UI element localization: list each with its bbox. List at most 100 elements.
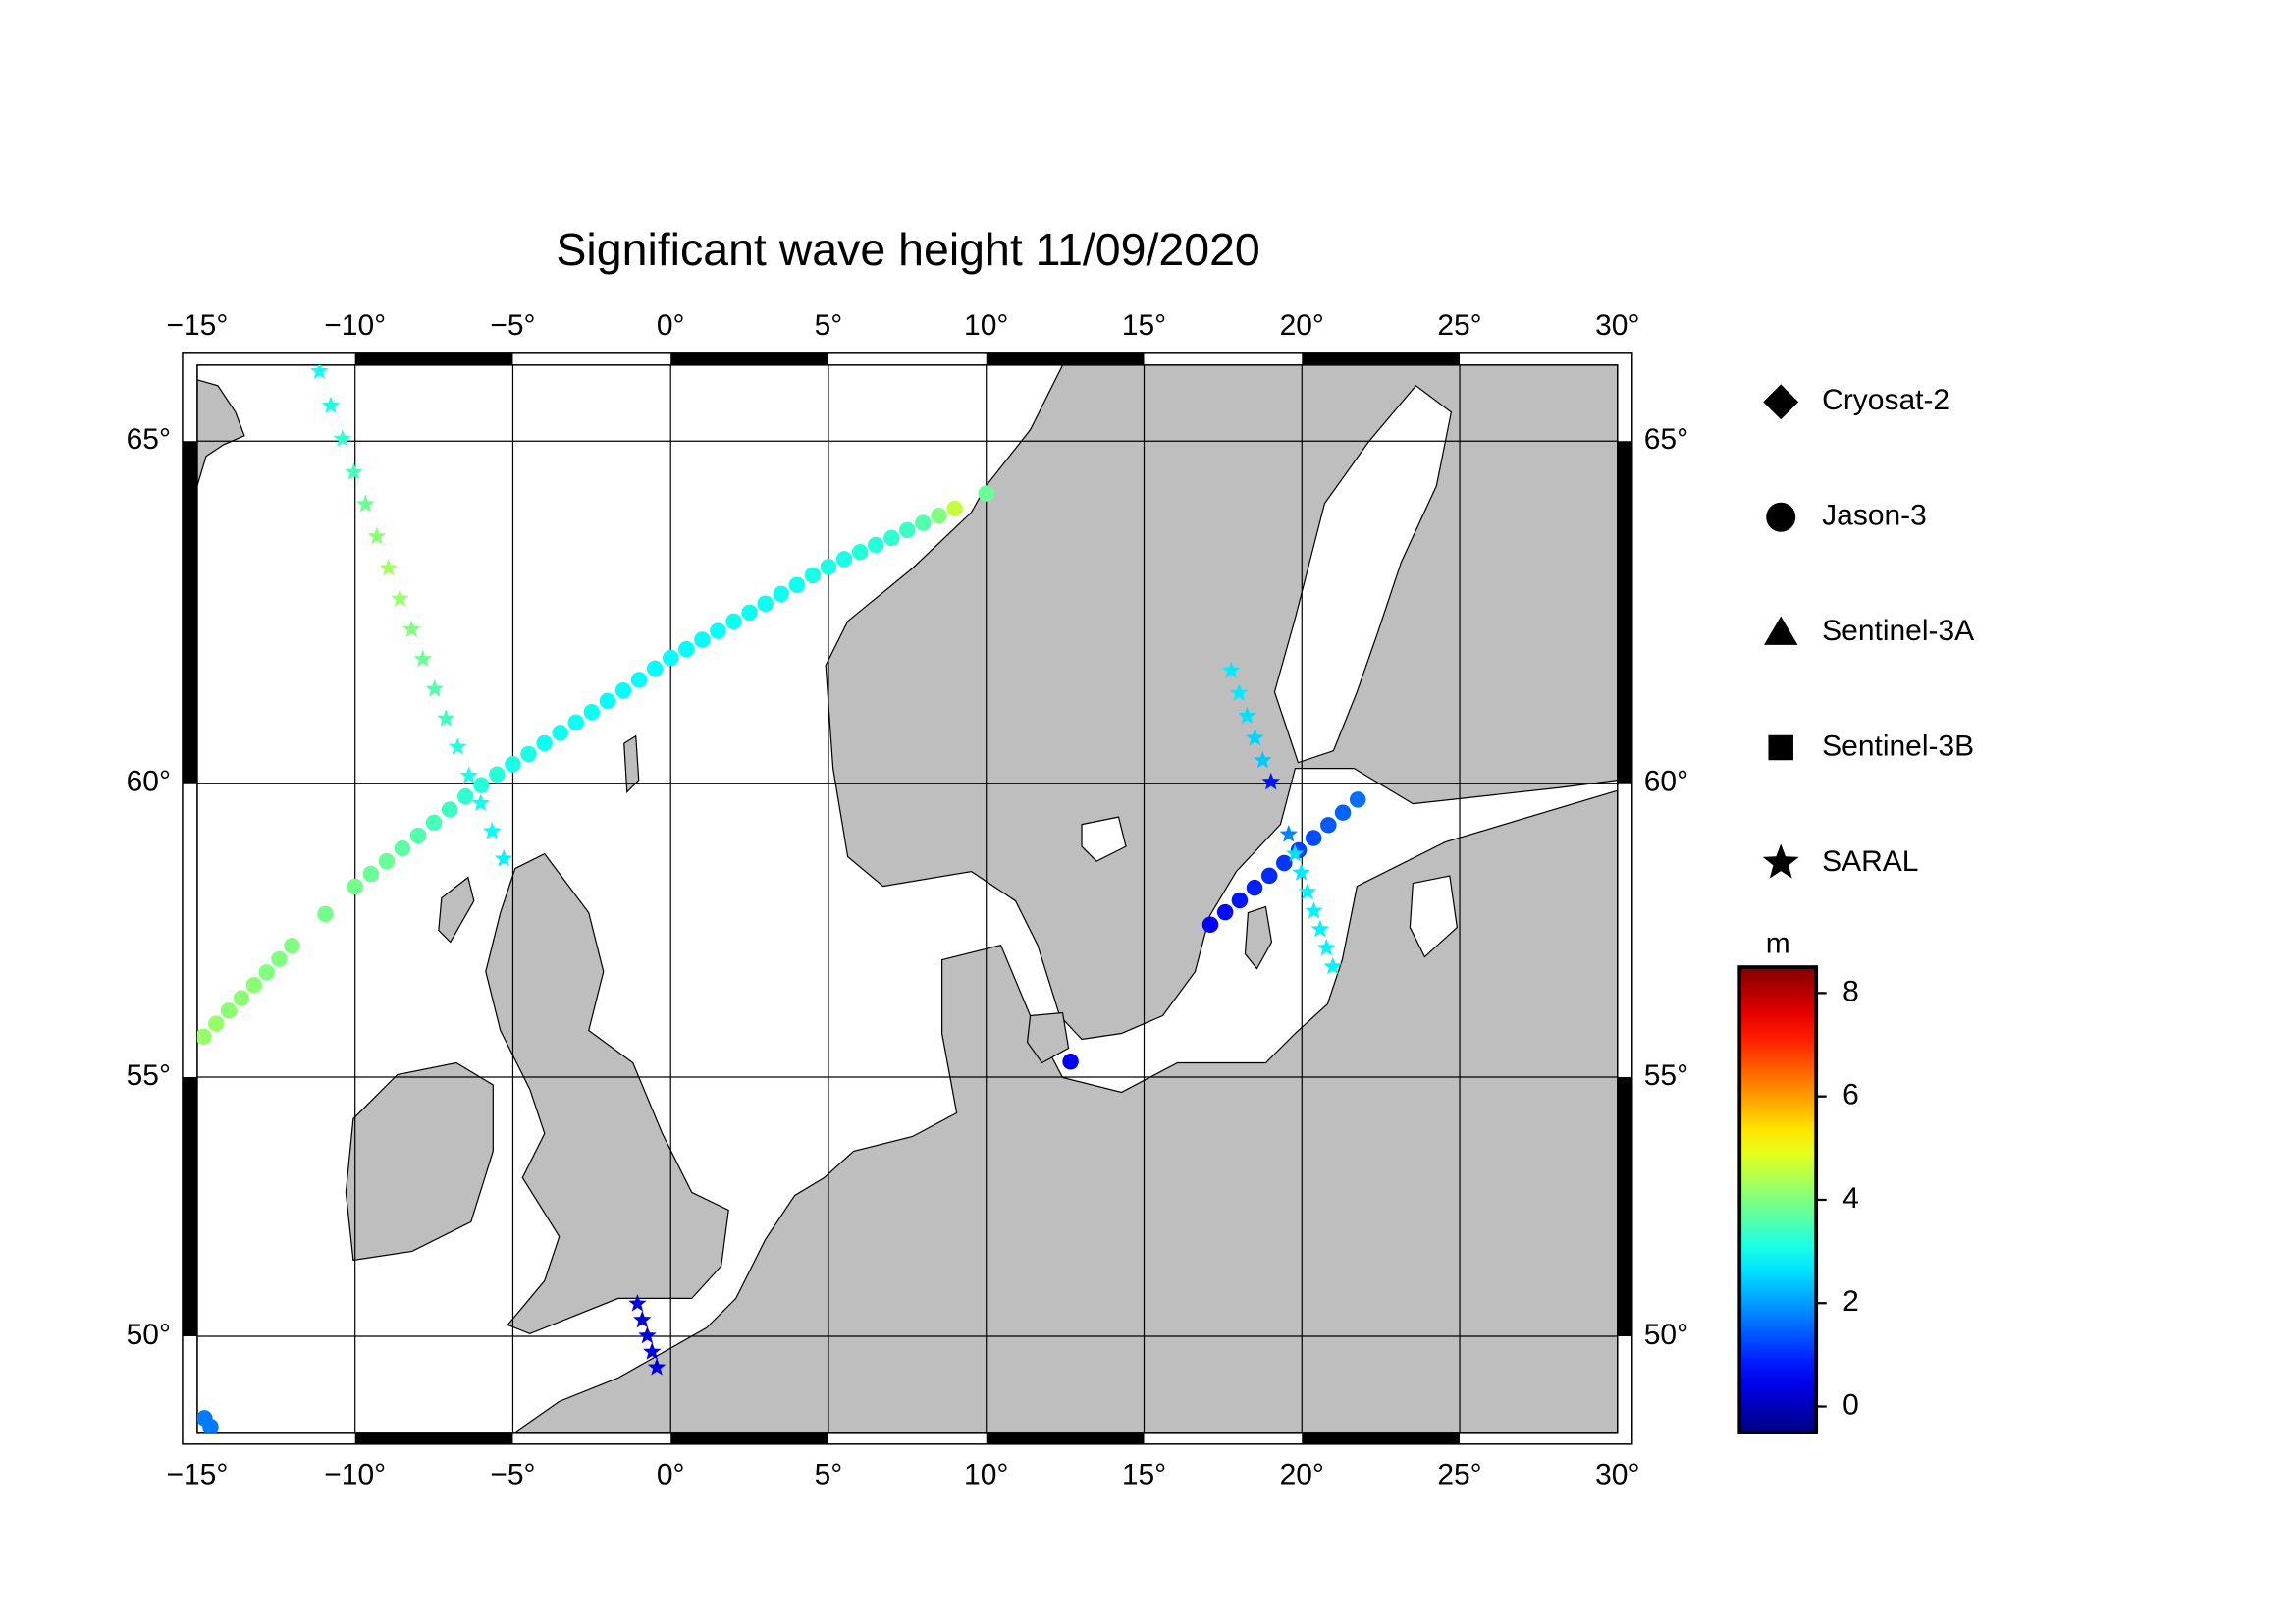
track-point xyxy=(489,766,506,783)
track-point xyxy=(642,1342,662,1360)
track-point xyxy=(946,500,963,517)
frame-bar xyxy=(986,1432,1145,1444)
track-point xyxy=(536,734,553,752)
land-great-britain xyxy=(485,852,729,1335)
track-point xyxy=(1238,706,1256,725)
track-point xyxy=(867,536,884,554)
track-point xyxy=(978,485,994,502)
x-tick-label-bottom: −10° xyxy=(324,1459,386,1491)
x-tick-label-top: 15° xyxy=(1122,309,1166,342)
frame-bar xyxy=(354,1432,513,1444)
legend-marker xyxy=(1763,616,1798,645)
track-point xyxy=(1246,728,1264,746)
legend-label: Cryosat-2 xyxy=(1822,384,1949,416)
frame-bar xyxy=(670,352,828,365)
track-point xyxy=(1254,750,1272,769)
frame-inner xyxy=(196,364,1619,1434)
y-tick-label-left: 65° xyxy=(127,423,171,456)
x-tick-label-bottom: −5° xyxy=(490,1459,535,1491)
land-continent xyxy=(513,789,1618,1433)
land-shetland xyxy=(623,734,640,794)
track-point xyxy=(931,508,947,524)
legend-marker xyxy=(1768,734,1793,761)
x-tick-label-top: 10° xyxy=(964,309,1008,342)
track-point xyxy=(1310,919,1330,938)
frame-bar xyxy=(986,352,1145,365)
vanern-lake xyxy=(1081,816,1127,862)
track-point xyxy=(1221,661,1241,678)
track-point xyxy=(258,964,275,981)
x-tick-label-bottom: 5° xyxy=(815,1459,843,1491)
legend-marker xyxy=(1763,384,1799,420)
frame-bar xyxy=(1617,441,1632,784)
track-point xyxy=(633,1310,652,1328)
land-iceland xyxy=(196,379,245,486)
map-frame xyxy=(182,352,1633,1445)
x-tick-label-top: −15° xyxy=(167,309,229,342)
track-point xyxy=(552,725,568,741)
track-point xyxy=(1231,892,1249,909)
colorbar-scale xyxy=(1737,965,1819,1434)
track-point xyxy=(725,613,742,630)
track-point xyxy=(271,950,288,968)
track-point xyxy=(1201,916,1219,933)
track-point xyxy=(473,777,490,793)
y-tick-label-right: 55° xyxy=(1644,1059,1688,1092)
frame-outer xyxy=(182,352,1633,1445)
track-point xyxy=(628,1294,647,1312)
track-point xyxy=(1292,863,1310,881)
frame-bar xyxy=(182,1076,197,1336)
track-point xyxy=(1261,772,1281,790)
y-tick-label-right: 50° xyxy=(1644,1319,1688,1351)
x-tick-label-bottom: 15° xyxy=(1122,1459,1166,1491)
track-point xyxy=(441,801,458,818)
x-tick-label-bottom: 30° xyxy=(1595,1459,1639,1491)
track-point xyxy=(1334,804,1352,821)
y-tick-label-left: 55° xyxy=(127,1059,171,1092)
track-point xyxy=(1305,901,1323,919)
track-point xyxy=(367,526,387,545)
land-zealand xyxy=(1026,1011,1070,1064)
colorbar: m 0 2 4 6 8 xyxy=(1737,927,1859,1434)
track-point xyxy=(915,514,932,531)
track-point xyxy=(233,990,250,1006)
track-point xyxy=(317,905,334,923)
track-point xyxy=(1320,817,1337,834)
track-point xyxy=(638,1325,657,1344)
x-tick-label-bottom: 0° xyxy=(657,1459,685,1491)
legend: Cryosat-2 Jason-3 Sentinel-3A Sentinel-3B SA… xyxy=(1762,384,1974,879)
track-point xyxy=(220,1002,238,1019)
track-point xyxy=(1279,824,1299,842)
track-point xyxy=(647,1357,667,1376)
track-point xyxy=(310,364,329,380)
legend-marker xyxy=(1766,502,1796,532)
colorbar-tick-label: 2 xyxy=(1842,1285,1859,1318)
frame-bar xyxy=(670,1432,828,1444)
x-tick-label-bottom: 20° xyxy=(1280,1459,1324,1491)
track-point xyxy=(883,529,900,547)
colorbar-tick-label: 4 xyxy=(1842,1182,1859,1215)
colorbar-tick-label: 8 xyxy=(1842,975,1859,1007)
frame-bar xyxy=(1302,1432,1461,1444)
track-point xyxy=(678,640,695,658)
x-tick-label-top: 20° xyxy=(1280,309,1324,342)
track-point xyxy=(437,709,455,727)
track-point xyxy=(401,620,421,638)
track-point xyxy=(1246,879,1263,896)
track-point xyxy=(1216,903,1234,921)
track-point xyxy=(196,1028,212,1045)
track-point xyxy=(425,679,444,697)
y-tick-label-left: 60° xyxy=(127,766,171,798)
x-tick-label-bottom: 25° xyxy=(1437,1459,1481,1491)
track-point xyxy=(773,585,789,603)
track-point xyxy=(1323,956,1343,975)
chart-title: Significant wave height 11/09/2020 xyxy=(556,224,1259,275)
track-point xyxy=(448,737,467,755)
colorbar-tick-label: 6 xyxy=(1842,1079,1859,1111)
track-point xyxy=(379,558,399,576)
track-point xyxy=(520,745,537,763)
track-point xyxy=(494,848,513,867)
track-point xyxy=(394,839,411,857)
track-point xyxy=(788,576,806,593)
